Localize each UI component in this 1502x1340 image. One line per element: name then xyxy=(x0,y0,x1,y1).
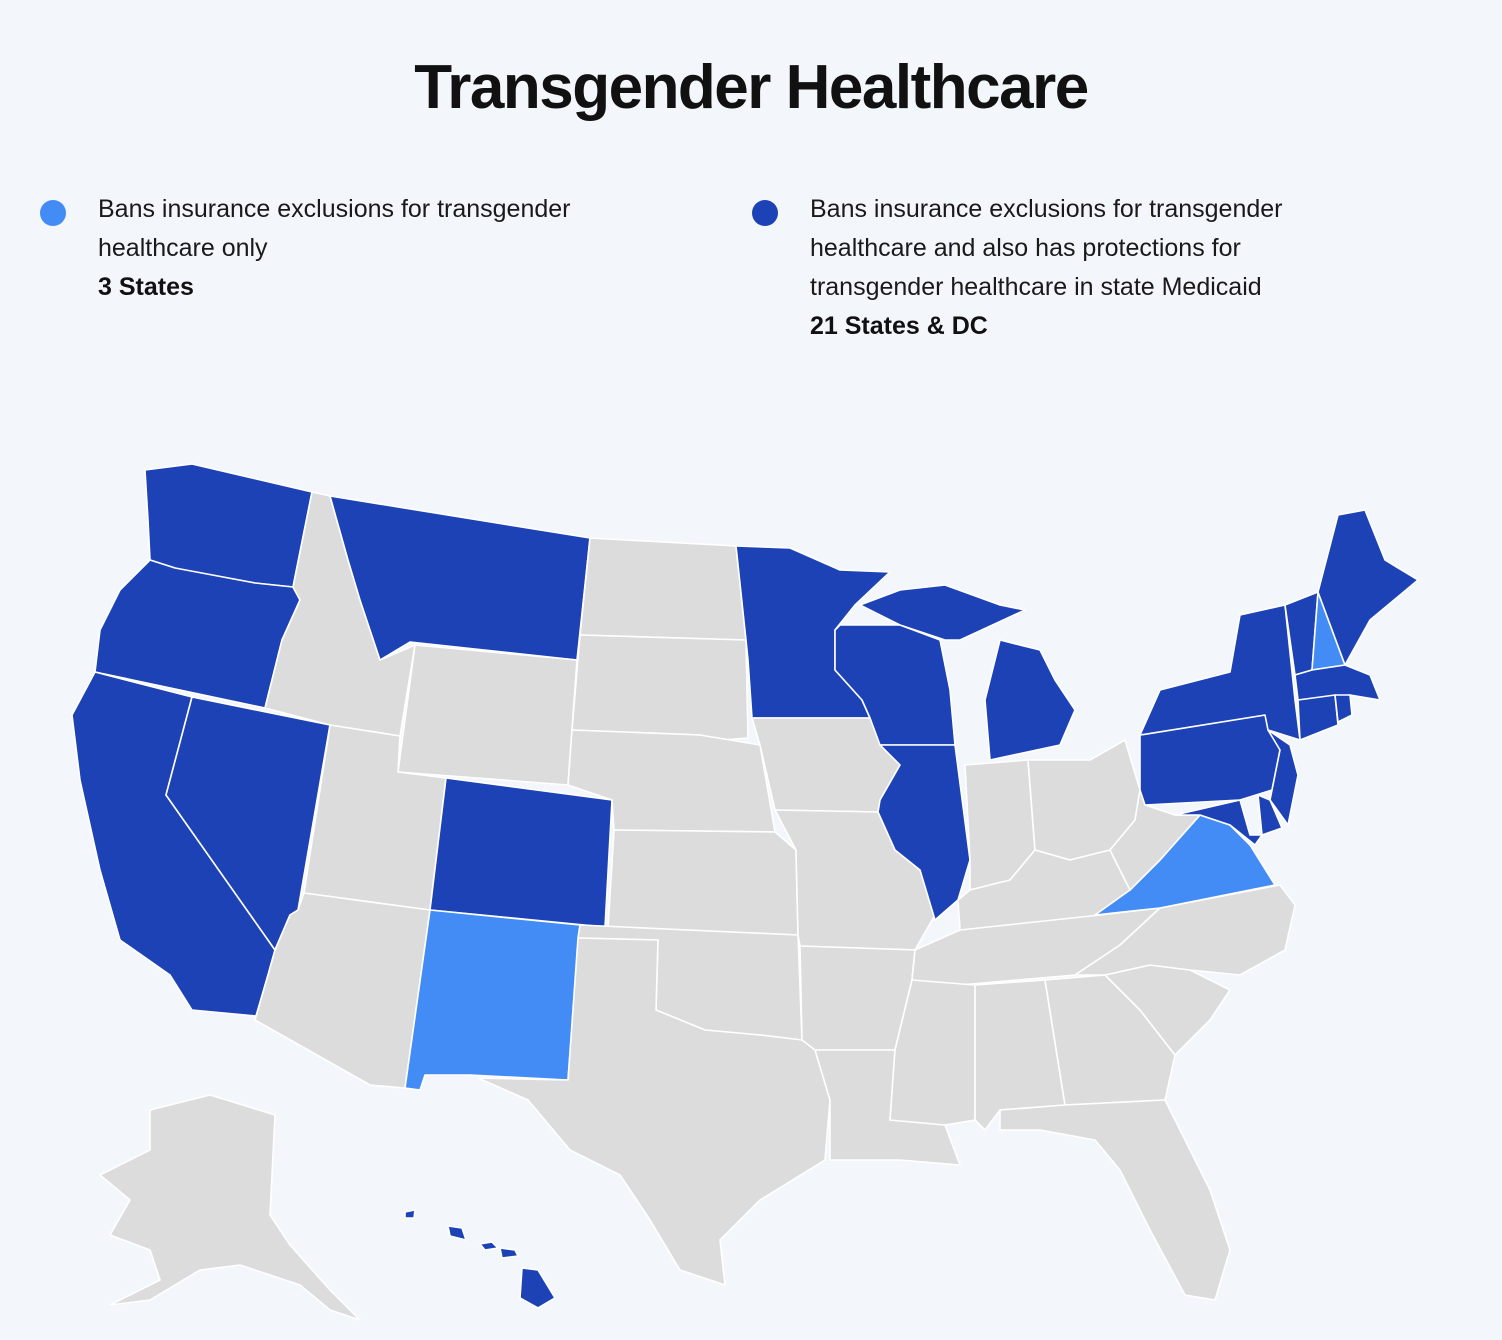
legend-item-insurance-only: Bans insurance exclusions for transgende… xyxy=(40,190,640,307)
state-hi[interactable] xyxy=(404,1209,556,1309)
state-nj[interactable] xyxy=(1267,729,1299,826)
state-me[interactable] xyxy=(1317,509,1419,666)
page-title: Transgender Healthcare xyxy=(414,53,1089,122)
legend-swatch-dark-blue xyxy=(752,200,778,226)
legend-label: Bans insurance exclusions for transgende… xyxy=(810,195,1283,301)
state-ar[interactable] xyxy=(799,945,916,1051)
state-nc[interactable] xyxy=(1074,884,1296,976)
state-tx[interactable] xyxy=(477,937,831,1286)
state-ct[interactable] xyxy=(1297,694,1339,741)
legend-label: Bans insurance exclusions for transgende… xyxy=(98,195,571,262)
state-mi[interactable] xyxy=(859,584,1076,761)
state-ks[interactable] xyxy=(607,829,799,936)
state-sd[interactable] xyxy=(571,634,749,741)
legend-swatch-light-blue xyxy=(40,200,66,226)
state-ny[interactable] xyxy=(1139,604,1301,741)
state-md[interactable] xyxy=(1174,799,1263,846)
state-il[interactable] xyxy=(877,744,971,921)
state-fl[interactable] xyxy=(999,1099,1231,1301)
legend-count: 3 States xyxy=(98,273,194,301)
legend-count: 21 States & DC xyxy=(810,312,988,340)
legend-item-insurance-and-medicaid: Bans insurance exclusions for transgende… xyxy=(752,190,1372,346)
state-ak[interactable] xyxy=(99,1094,361,1321)
state-wy[interactable] xyxy=(397,644,578,786)
state-de[interactable] xyxy=(1257,794,1283,836)
state-co[interactable] xyxy=(429,777,613,928)
state-nm[interactable] xyxy=(404,909,581,1091)
us-states-map xyxy=(71,463,1419,1321)
state-ri[interactable] xyxy=(1334,694,1353,723)
state-nd[interactable] xyxy=(579,537,747,641)
